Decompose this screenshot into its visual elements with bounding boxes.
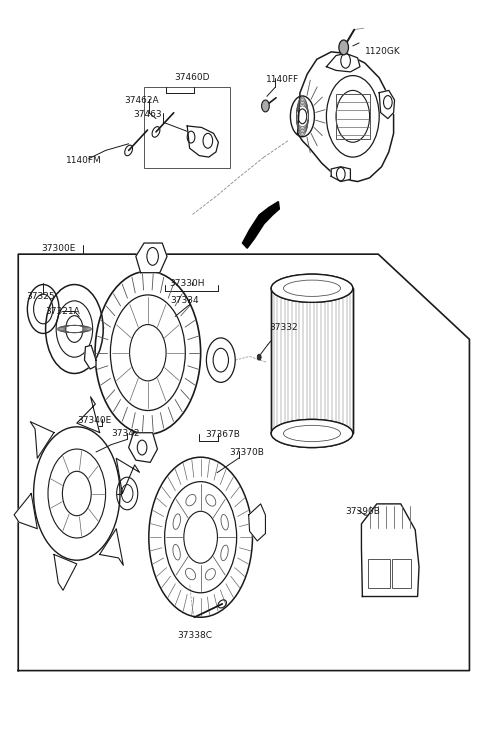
Text: 37325: 37325 — [26, 292, 55, 301]
Bar — [144, 87, 230, 168]
Text: 37342: 37342 — [111, 429, 140, 438]
Ellipse shape — [271, 274, 353, 302]
Polygon shape — [54, 554, 77, 591]
Text: 1140FF: 1140FF — [266, 75, 300, 84]
Text: 37367B: 37367B — [205, 431, 240, 439]
FancyBboxPatch shape — [271, 288, 353, 433]
Text: 1140FM: 1140FM — [66, 156, 102, 165]
Text: 37390B: 37390B — [346, 507, 381, 516]
Polygon shape — [326, 53, 360, 72]
Polygon shape — [249, 504, 265, 541]
Polygon shape — [298, 52, 394, 182]
Text: 1120GK: 1120GK — [365, 47, 400, 56]
Polygon shape — [242, 202, 279, 248]
Text: 37370B: 37370B — [229, 448, 264, 456]
Circle shape — [339, 40, 348, 55]
Circle shape — [257, 354, 261, 360]
Polygon shape — [77, 396, 100, 433]
Text: 37330H: 37330H — [169, 279, 205, 288]
Text: 37460D: 37460D — [174, 73, 210, 82]
Polygon shape — [116, 458, 140, 494]
Bar — [392, 559, 411, 588]
Text: 37332: 37332 — [269, 323, 298, 332]
Bar — [368, 559, 390, 588]
Text: 37338C: 37338C — [178, 631, 213, 639]
Polygon shape — [129, 433, 157, 462]
Text: 37334: 37334 — [170, 296, 199, 305]
Text: 37462A: 37462A — [124, 96, 158, 104]
Polygon shape — [187, 126, 218, 157]
Polygon shape — [30, 422, 54, 458]
Polygon shape — [379, 90, 395, 119]
Text: 37300E: 37300E — [41, 244, 75, 253]
Polygon shape — [331, 167, 350, 182]
Polygon shape — [136, 243, 167, 273]
Polygon shape — [14, 494, 37, 529]
Polygon shape — [18, 254, 469, 671]
Polygon shape — [84, 345, 96, 369]
Ellipse shape — [271, 419, 353, 448]
Circle shape — [262, 100, 269, 112]
Polygon shape — [361, 504, 419, 597]
Text: 37340E: 37340E — [78, 416, 112, 425]
Bar — [336, 94, 370, 139]
Text: 37463: 37463 — [133, 110, 162, 119]
Text: 37321A: 37321A — [46, 308, 80, 316]
Polygon shape — [100, 529, 123, 565]
